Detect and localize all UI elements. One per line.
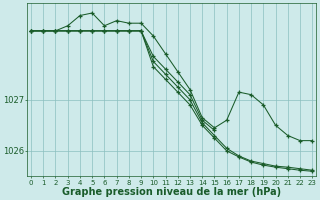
X-axis label: Graphe pression niveau de la mer (hPa): Graphe pression niveau de la mer (hPa) [62, 187, 281, 197]
